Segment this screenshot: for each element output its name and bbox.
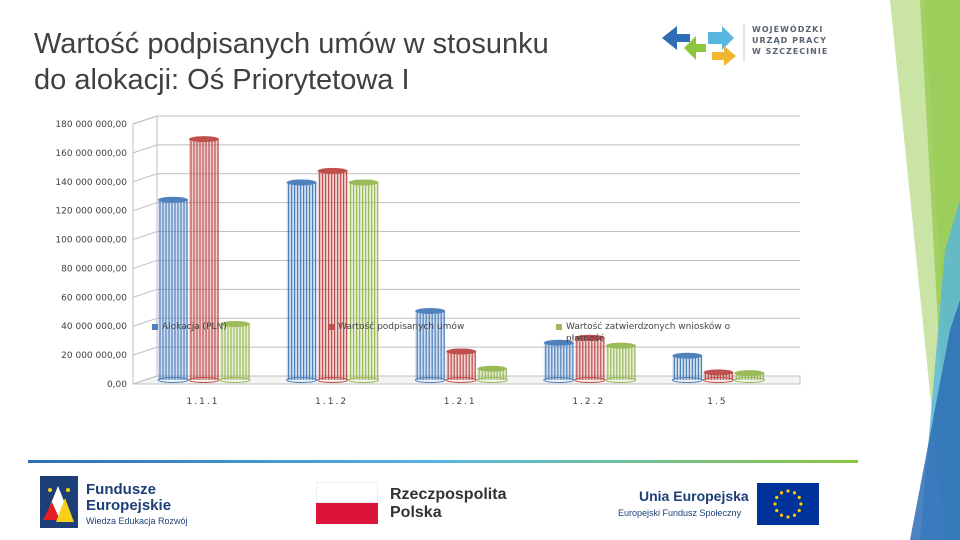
legend-item-wnioski: Wartość zatwierdzonych wniosków o płatno… bbox=[556, 321, 736, 345]
bar-top bbox=[158, 196, 188, 203]
gridline bbox=[132, 202, 800, 212]
bar-top bbox=[734, 370, 765, 377]
legend-item-umowy: Wartość podpisanych umów bbox=[328, 321, 464, 333]
y-tick-label: 60 000 000,00 bbox=[61, 293, 127, 303]
y-tick-label: 100 000 000,00 bbox=[55, 236, 127, 246]
gridline bbox=[132, 259, 800, 269]
polish-flag-icon bbox=[316, 482, 378, 524]
bar-base bbox=[286, 377, 318, 383]
x-tick-label: 1.1.1 bbox=[187, 397, 220, 407]
y-tick-label: 20 000 000,00 bbox=[61, 351, 127, 361]
x-tick-label: 1.5 bbox=[707, 397, 727, 407]
bar-top bbox=[317, 167, 348, 174]
bar-base bbox=[671, 377, 703, 383]
bar-top bbox=[446, 348, 477, 355]
bar-base bbox=[605, 377, 637, 383]
bar-chart: 0,00 20 000 000,00 40 000 000,00 60 000 000… bbox=[55, 115, 801, 407]
x-tick-label: 1.2.2 bbox=[572, 397, 605, 407]
bar-top bbox=[189, 136, 219, 143]
bar-top bbox=[605, 342, 636, 349]
bar-base bbox=[476, 377, 508, 383]
slide-title: Wartość podpisanych umów w stosunku do a… bbox=[34, 28, 549, 96]
bar-base bbox=[157, 377, 189, 383]
bar-top bbox=[543, 339, 574, 346]
y-tick-label: 40 000 000,00 bbox=[61, 322, 127, 332]
legend-swatch-green bbox=[556, 324, 562, 330]
gridline bbox=[132, 173, 800, 183]
bar-base bbox=[733, 377, 765, 383]
gridline bbox=[132, 288, 800, 298]
bar-top bbox=[220, 321, 250, 327]
x-tick-label: 1.1.2 bbox=[315, 397, 348, 407]
legend-swatch-red bbox=[328, 324, 334, 330]
bar-top bbox=[477, 365, 508, 372]
fe-logo-title: Fundusze Europejskie bbox=[86, 481, 172, 514]
gridline bbox=[132, 317, 800, 327]
bar-base bbox=[702, 377, 734, 383]
bar-2-2 bbox=[477, 368, 508, 380]
y-tick-label: 120 000 000,00 bbox=[55, 207, 127, 217]
y-tick-label: 80 000 000,00 bbox=[61, 264, 127, 274]
ue-logo-title: Unia Europejska bbox=[639, 488, 749, 504]
wup-logo-mark-icon bbox=[662, 26, 736, 66]
footer-divider bbox=[28, 460, 858, 463]
ue-logo-subtitle: Europejski Fundusz Społeczny bbox=[618, 508, 742, 518]
bar-base bbox=[414, 377, 446, 383]
y-tick-label: 160 000 000,00 bbox=[55, 149, 127, 159]
chart-side-wall bbox=[132, 115, 158, 385]
bar-base bbox=[317, 377, 349, 383]
legend-label: Alokacja (PLN) bbox=[162, 322, 227, 332]
bar-top bbox=[672, 352, 703, 359]
fundusze-europejskie-flag-icon bbox=[40, 476, 78, 528]
y-tick-label: 140 000 000,00 bbox=[55, 178, 127, 188]
gridline bbox=[132, 231, 800, 241]
legend-swatch-blue bbox=[152, 324, 158, 330]
bar-top bbox=[703, 369, 734, 376]
bar-top bbox=[415, 308, 446, 314]
bar-top bbox=[574, 334, 605, 341]
rp-logo-text: Rzeczpospolita Polska bbox=[390, 486, 507, 521]
bar-base bbox=[188, 377, 220, 383]
bar-base bbox=[348, 377, 380, 383]
y-tick-label: 180 000 000,00 bbox=[55, 120, 127, 130]
fe-logo-subtitle: Wiedza Edukacja Rozwój bbox=[86, 516, 188, 526]
eu-flag-icon bbox=[757, 483, 819, 525]
bar-base bbox=[445, 377, 477, 383]
wup-logo bbox=[662, 24, 745, 66]
bar-base bbox=[543, 377, 575, 383]
bar-top bbox=[348, 179, 379, 186]
bar-4-1 bbox=[703, 372, 734, 380]
y-tick-label: 0,00 bbox=[107, 380, 127, 390]
x-tick-label: 1.2.1 bbox=[444, 397, 477, 407]
bar-4-2 bbox=[734, 373, 765, 380]
decorative-side-shapes bbox=[890, 0, 960, 540]
bar-base bbox=[219, 377, 251, 383]
bar-top bbox=[286, 179, 317, 186]
legend-item-alokacja: Alokacja (PLN) bbox=[152, 321, 227, 333]
legend-label: Wartość zatwierdzonych wniosków o płatno… bbox=[566, 322, 731, 344]
wup-logo-text: WOJEWÓDZKI URZĄD PRACY W SZCZECINIE bbox=[752, 25, 829, 56]
gridline bbox=[132, 144, 800, 154]
legend-label: Wartość podpisanych umów bbox=[338, 322, 465, 332]
bar-base bbox=[574, 377, 606, 383]
gridline bbox=[132, 115, 800, 125]
